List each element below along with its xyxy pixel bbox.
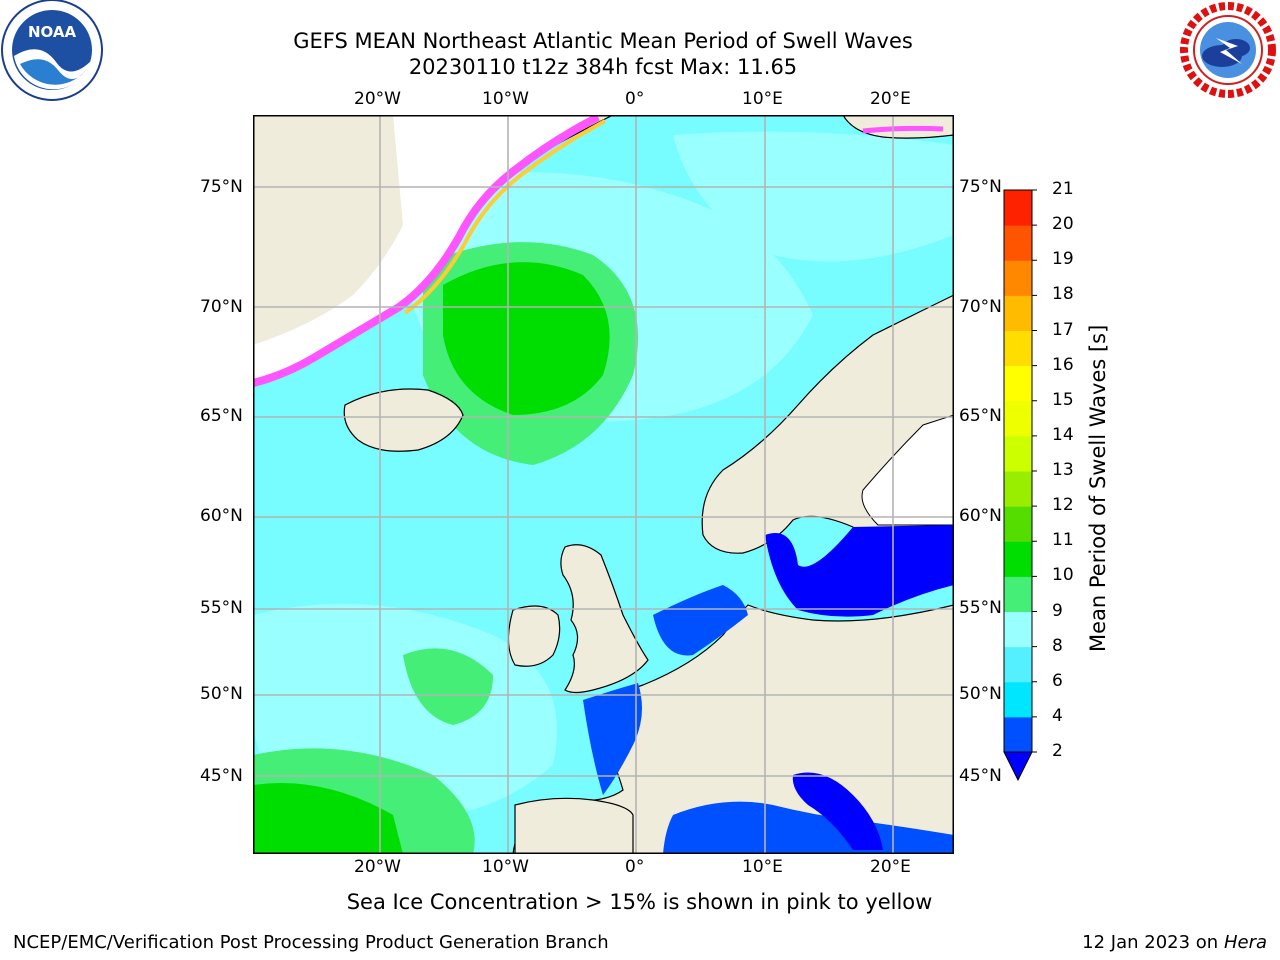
nws-logo-icon: [1180, 2, 1276, 98]
great-britain-land: [560, 544, 649, 694]
lon-label-bottom: 20°E: [870, 857, 911, 877]
footer-date: 12 Jan 2023 on Hera: [1082, 932, 1267, 953]
swell-field-9-10: [403, 648, 493, 725]
swell-field-10-11: [443, 262, 610, 415]
colorbar-segment: [1004, 225, 1032, 261]
lon-label-bottom: 10°W: [482, 857, 529, 877]
colorbar-segment: [1004, 365, 1032, 402]
swell-field-8-9: [673, 131, 954, 262]
lon-label-bottom: 0°: [625, 857, 645, 877]
mediterranean-low-swell: [663, 801, 954, 854]
map-panel: [253, 115, 954, 854]
colorbar-tick-label: 21: [1052, 179, 1074, 199]
colorbar-tick-label: 13: [1052, 460, 1074, 480]
colorbar-segment: [1004, 295, 1032, 331]
colorbar-segment: [1004, 471, 1032, 507]
lon-label-top: 0°: [625, 89, 645, 109]
biscay-low-swell: [583, 683, 642, 795]
lon-label-bottom: 10°E: [742, 857, 783, 877]
lat-label-left: 75°N: [200, 177, 243, 197]
iberia-land: [514, 797, 634, 854]
north-sea-low-swell: [653, 585, 748, 656]
lat-label-right: 70°N: [959, 297, 1002, 317]
noaa-logo-text: NOAA: [28, 23, 77, 41]
lat-label-right: 75°N: [959, 177, 1002, 197]
lat-label-left: 65°N: [200, 406, 243, 426]
lon-label-top: 10°W: [482, 89, 529, 109]
colorbar-segment: [1004, 716, 1032, 753]
colorbar: [1003, 189, 1037, 782]
page-title: GEFS MEAN Northeast Atlantic Mean Period…: [293, 29, 913, 53]
lon-label-top: 20°E: [870, 89, 911, 109]
colorbar-tick-label: 10: [1052, 565, 1074, 586]
colorbar-segment: [1004, 190, 1032, 226]
lat-label-left: 50°N: [200, 684, 243, 704]
lon-label-top: 20°W: [354, 89, 401, 109]
footer-branch: NCEP/EMC/Verification Post Processing Pr…: [13, 932, 609, 953]
colorbar-tick-label: 12: [1052, 495, 1074, 516]
colorbar-tick-label: 4: [1052, 705, 1063, 726]
sea-ice-note: Sea Ice Concentration > 15% is shown in …: [346, 890, 933, 914]
lat-label-right: 60°N: [959, 506, 1002, 526]
colorbar-segment: [1004, 435, 1032, 472]
colorbar-tick-label: 9: [1052, 600, 1063, 621]
colorbar-segment: [1004, 330, 1032, 367]
sea-ice-edge-outer: [403, 119, 606, 315]
colorbar-tick-label: 17: [1052, 319, 1074, 340]
lon-label-bottom: 20°W: [354, 857, 401, 877]
noaa-logo-icon: NOAA: [1, 0, 103, 101]
sea-ice-white: [253, 115, 598, 381]
colorbar-segment: [1004, 506, 1032, 542]
lat-label-left: 55°N: [200, 598, 243, 618]
colorbar-tick-label: 19: [1052, 249, 1074, 270]
bothnia-ice-white: [861, 414, 954, 526]
colorbar-tick-label: 8: [1052, 635, 1063, 656]
svalbard-ice-edge: [862, 125, 944, 134]
colorbar-tick-label: 2: [1052, 741, 1063, 761]
colorbar-tick-label: 20: [1052, 214, 1074, 235]
colorbar-title: Mean Period of Swell Waves [s]: [1086, 324, 1110, 652]
colorbar-tick-label: 15: [1052, 389, 1074, 410]
lon-label-top: 10°E: [742, 89, 783, 109]
colorbar-tick-label: 11: [1052, 530, 1074, 551]
colorbar-segment: [1004, 260, 1032, 296]
colorbar-segment: [1004, 541, 1032, 577]
map-frame: [253, 115, 954, 854]
colorbar-segment: [1004, 681, 1032, 718]
graticule: [253, 115, 954, 854]
lat-label-right: 55°N: [959, 598, 1002, 618]
colorbar-under-arrow: [1003, 751, 1033, 782]
lat-label-right: 65°N: [959, 406, 1002, 426]
adriatic-low-swell: [792, 772, 883, 850]
nws-logo: [1176, 0, 1280, 104]
iceland-land: [343, 388, 464, 452]
colorbar-segment: [1004, 646, 1032, 683]
lat-label-right: 45°N: [959, 766, 1002, 786]
colorbar-segment: [1004, 611, 1032, 648]
lat-label-left: 60°N: [200, 506, 243, 526]
sea-ice-edge: [253, 115, 600, 387]
colorbar-segment: [1004, 576, 1032, 612]
colorbar-tick-label: 14: [1052, 424, 1074, 445]
colorbar-tick-label: 18: [1052, 284, 1074, 305]
colorbar-tick-label: 16: [1052, 354, 1074, 375]
lat-label-right: 50°N: [959, 684, 1002, 704]
footer-date-text: 12 Jan 2023 on: [1082, 932, 1224, 953]
swell-field-10-11: [253, 783, 403, 854]
lat-label-left: 45°N: [200, 766, 243, 786]
page-subtitle: 20230110 t12z 384h fcst Max: 11.65: [408, 55, 798, 79]
footer-machine: Hera: [1223, 932, 1267, 953]
noaa-logo: NOAA: [0, 0, 104, 104]
baltic-sea: [765, 525, 954, 617]
colorbar-segment: [1004, 400, 1032, 437]
colorbar-tick-label: 6: [1052, 670, 1063, 691]
lat-label-left: 70°N: [200, 297, 243, 317]
